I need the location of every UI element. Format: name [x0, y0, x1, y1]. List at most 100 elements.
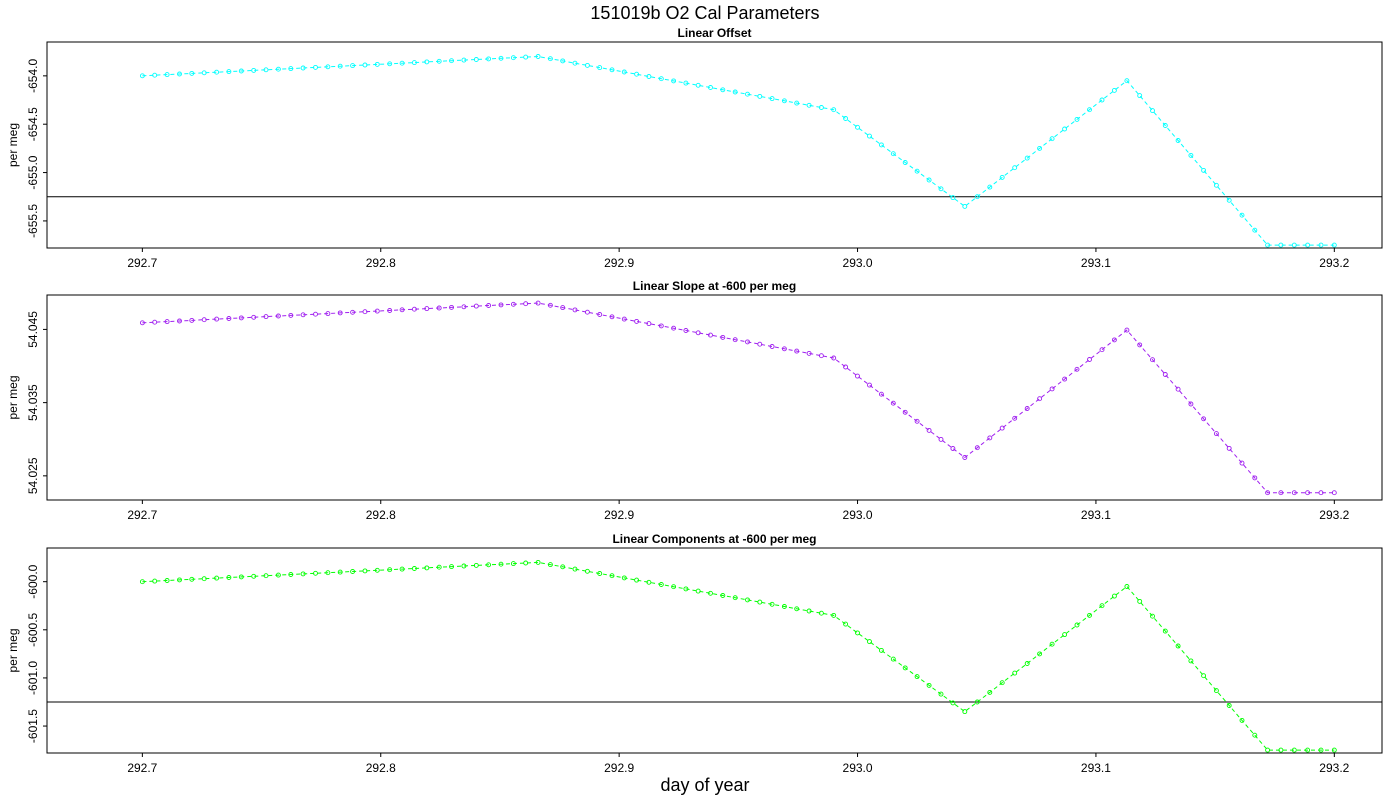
- data-point: [634, 577, 640, 583]
- data-point: [510, 301, 516, 307]
- chart-panels: Linear Offset per meg 292.7 292.8 292.9 293.0…: [6, 26, 1383, 775]
- chart-panel-2: Linear Slope at -600 per meg per meg 292.7…: [6, 279, 1383, 522]
- data-point: [708, 590, 713, 596]
- data-point: [473, 303, 479, 309]
- data-point: [1124, 327, 1130, 333]
- data-point: [411, 306, 417, 312]
- x-axis-label: day of year: [660, 775, 749, 795]
- data-point: [201, 317, 207, 323]
- data-point: [411, 566, 417, 571]
- y-tick-label: -600.0: [26, 564, 40, 598]
- data-point: [1074, 116, 1080, 122]
- data-point: [164, 578, 170, 583]
- data-point: [300, 65, 306, 71]
- data-point: [374, 308, 380, 314]
- data-point: [658, 76, 664, 82]
- data-point: [584, 568, 590, 574]
- data-point: [325, 311, 331, 317]
- data-point: [189, 576, 195, 582]
- data-point: [855, 373, 860, 379]
- data-point: [263, 573, 269, 579]
- figure-title: 151019b O2 Cal Parameters: [590, 3, 819, 23]
- x-tick-label: 293.1: [1081, 256, 1111, 270]
- data-point: [584, 62, 590, 68]
- data-point: [671, 325, 677, 331]
- data-point: [708, 85, 713, 90]
- data-point: [1213, 182, 1219, 188]
- data-point: [1137, 342, 1143, 348]
- data-point: [1024, 661, 1030, 666]
- data-point: [999, 425, 1005, 431]
- data-point: [288, 572, 294, 577]
- data-point: [902, 409, 908, 415]
- data-point: [974, 194, 980, 200]
- data-point: [646, 321, 652, 327]
- y-axis-label: per meg: [6, 375, 20, 419]
- data-point: [1188, 152, 1194, 158]
- data-point: [926, 427, 932, 433]
- data-point: [987, 435, 993, 441]
- data-point: [974, 699, 980, 705]
- data-point: [1087, 107, 1092, 113]
- data-point: [350, 309, 356, 315]
- data-point: [300, 312, 306, 318]
- data-point: [1150, 613, 1155, 619]
- data-point: [867, 133, 872, 139]
- data-point: [1037, 396, 1043, 402]
- data-point: [424, 59, 430, 65]
- data-point: [695, 330, 701, 336]
- x-tick-label: 293.2: [1319, 508, 1349, 522]
- data-point: [572, 307, 578, 313]
- data-point: [214, 69, 220, 75]
- panel-title: Linear Components at -600 per meg: [612, 532, 816, 546]
- data-point: [387, 567, 393, 573]
- data-point: [535, 559, 541, 565]
- x-tick-label: 292.9: [604, 508, 634, 522]
- data-point: [1062, 376, 1068, 382]
- data-point: [818, 610, 824, 616]
- data-point: [535, 54, 541, 59]
- data-point: [938, 436, 944, 442]
- data-point: [843, 621, 849, 627]
- data-point: [387, 308, 393, 313]
- data-point: [1291, 242, 1297, 248]
- data-point: [1037, 651, 1043, 657]
- series-line: [142, 302, 1335, 494]
- data-point: [609, 314, 615, 320]
- data-point: [1074, 622, 1080, 628]
- data-point: [1226, 197, 1232, 203]
- data-point: [962, 709, 968, 715]
- data-point: [794, 606, 800, 612]
- data-point: [1188, 401, 1194, 407]
- chart-panel-3: Linear Components at -600 per meg per meg…: [6, 532, 1383, 775]
- data-point: [449, 564, 454, 570]
- data-point: [238, 315, 244, 321]
- data-point: [855, 630, 860, 636]
- data-point: [1331, 490, 1337, 496]
- data-point: [1226, 703, 1232, 708]
- data-point: [867, 639, 872, 645]
- data-point: [177, 71, 182, 77]
- data-point: [411, 60, 417, 66]
- data-point: [695, 588, 701, 594]
- data-point: [436, 58, 442, 64]
- data-point: [732, 89, 738, 95]
- data-point: [1318, 242, 1324, 248]
- data-point: [424, 306, 430, 312]
- data-point: [1252, 227, 1258, 233]
- data-point: [572, 566, 578, 572]
- data-point: [1074, 366, 1080, 372]
- data-point: [914, 168, 920, 174]
- data-point: [139, 579, 145, 585]
- data-point: [781, 98, 787, 104]
- data-point: [1124, 584, 1130, 589]
- data-point: [449, 58, 454, 64]
- data-point: [461, 57, 467, 63]
- data-point: [201, 576, 207, 582]
- data-point: [831, 107, 837, 113]
- data-point: [1239, 717, 1245, 723]
- data-point: [1111, 593, 1117, 599]
- data-point: [867, 382, 872, 388]
- data-point: [671, 78, 677, 84]
